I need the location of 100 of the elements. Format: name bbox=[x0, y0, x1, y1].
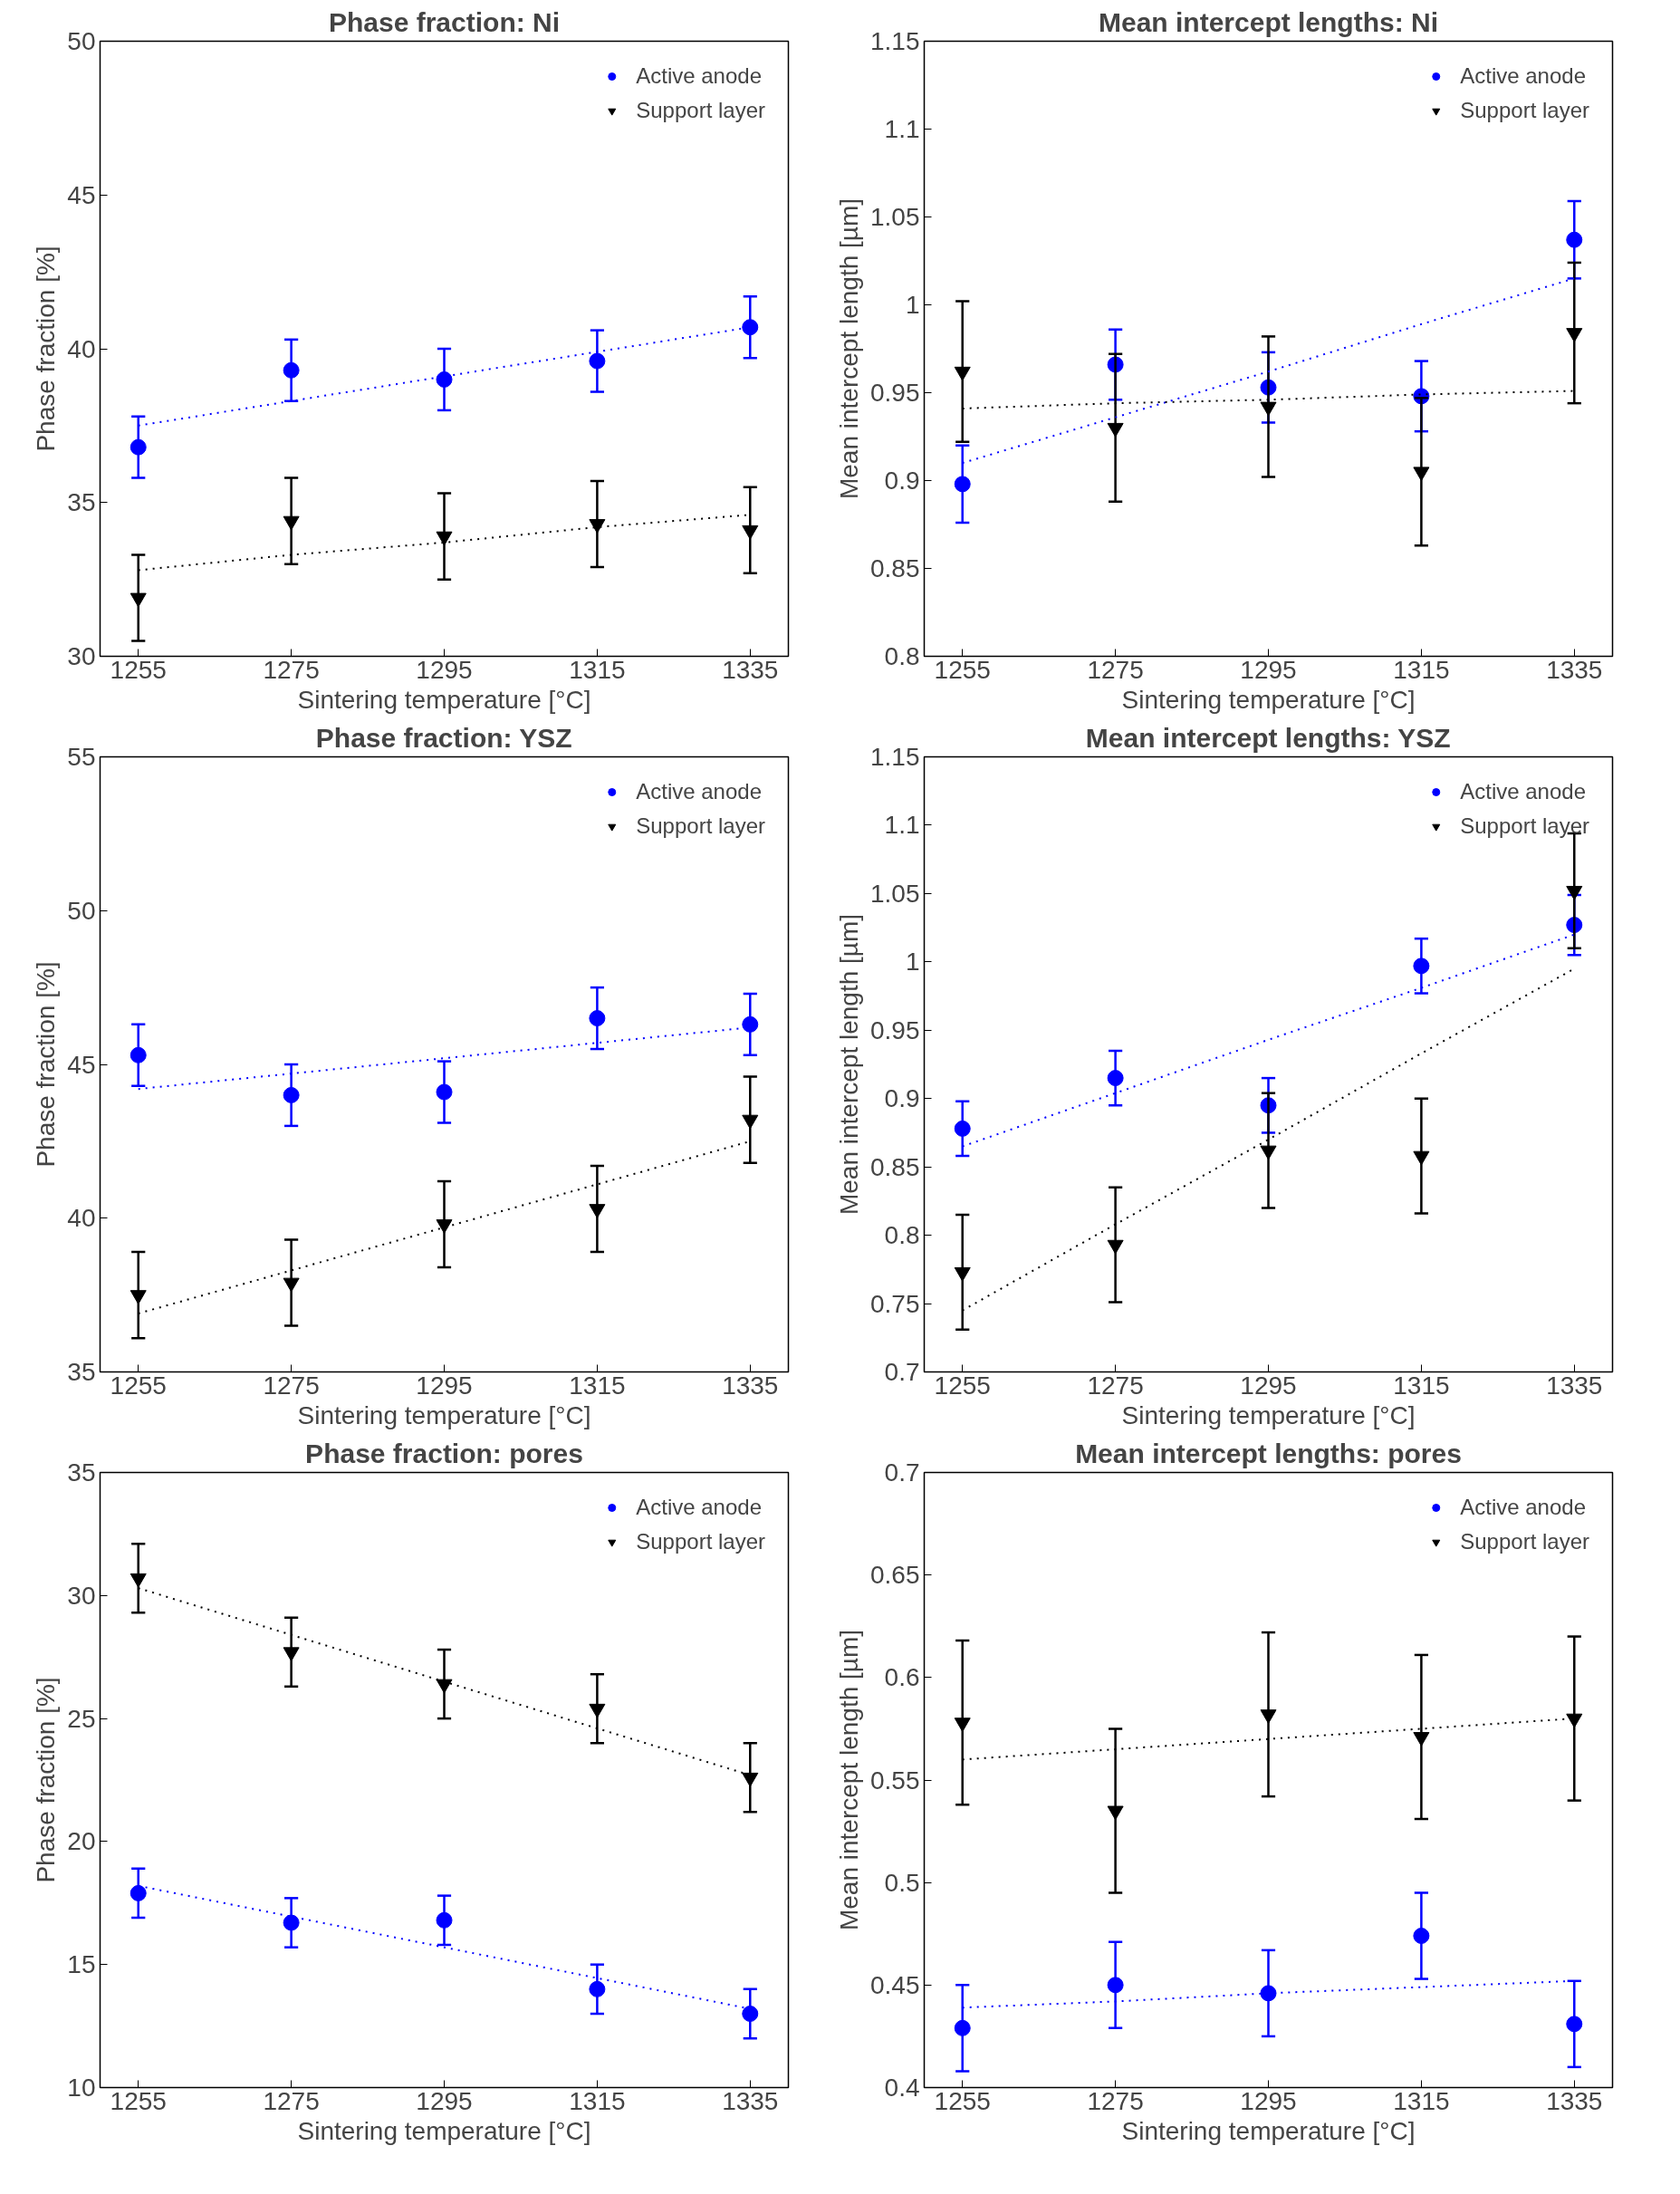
y-tick-label: 30 bbox=[67, 642, 96, 670]
y-axis-title: Phase fraction [%] bbox=[32, 961, 61, 1168]
chart-title: Mean intercept lengths: Ni bbox=[1098, 6, 1439, 37]
y-axis-title: Phase fraction [%] bbox=[32, 245, 61, 452]
y-tick-label: 1 bbox=[905, 291, 920, 319]
x-tick-label: 1335 bbox=[722, 1371, 779, 1400]
y-tick-label: 40 bbox=[67, 334, 96, 363]
y-axis-title: Phase fraction [%] bbox=[32, 1677, 61, 1883]
chart-title: Mean intercept lengths: YSZ bbox=[1085, 722, 1451, 753]
y-tick-label: 15 bbox=[67, 1950, 96, 1979]
x-axis-title: Sintering temperature [°C] bbox=[297, 2116, 591, 2145]
x-tick-label: 1335 bbox=[1546, 655, 1603, 684]
x-tick-label: 1335 bbox=[1546, 2086, 1603, 2115]
y-tick-label: 10 bbox=[67, 2074, 96, 2102]
x-tick-label: 1295 bbox=[1240, 655, 1297, 684]
x-tick-label: 1255 bbox=[110, 1371, 167, 1400]
y-tick-label: 50 bbox=[67, 27, 96, 55]
y-tick-label: 35 bbox=[67, 1458, 96, 1487]
x-tick-label: 1315 bbox=[569, 2086, 626, 2115]
x-axis-title: Sintering temperature [°C] bbox=[1121, 1400, 1416, 1429]
x-tick-label: 1295 bbox=[1240, 2086, 1297, 2115]
legend-label: Active anode bbox=[636, 1495, 763, 1520]
legend-label: Support layer bbox=[1460, 98, 1589, 123]
y-tick-label: 1.1 bbox=[884, 115, 920, 143]
x-axis-title: Sintering temperature [°C] bbox=[297, 685, 591, 714]
y-tick-label: 0.75 bbox=[870, 1289, 920, 1318]
legend-label: Support layer bbox=[636, 98, 765, 123]
y-tick-label: 0.8 bbox=[884, 1221, 920, 1250]
x-tick-label: 1275 bbox=[263, 2086, 320, 2115]
y-tick-label: 0.5 bbox=[884, 1868, 920, 1897]
x-tick-label: 1295 bbox=[416, 655, 473, 684]
y-tick-label: 0.65 bbox=[870, 1561, 920, 1590]
x-tick-label: 1255 bbox=[110, 655, 167, 684]
y-axis-title: Mean intercept length [µm] bbox=[835, 1629, 863, 1931]
chart-title: Mean intercept lengths: pores bbox=[1075, 1438, 1462, 1468]
x-tick-label: 1295 bbox=[416, 2086, 473, 2115]
x-tick-label: 1315 bbox=[569, 1371, 626, 1400]
legend-label: Active anode bbox=[1460, 1495, 1587, 1520]
y-tick-label: 1.15 bbox=[870, 743, 920, 771]
y-tick-label: 1.05 bbox=[870, 203, 920, 231]
y-tick-label: 1.1 bbox=[884, 811, 920, 840]
y-tick-label: 0.9 bbox=[884, 1084, 920, 1113]
y-axis-title: Mean intercept length [µm] bbox=[835, 197, 863, 500]
chart-title: Phase fraction: Ni bbox=[328, 6, 561, 37]
y-tick-label: 45 bbox=[67, 1050, 96, 1079]
y-tick-label: 1.15 bbox=[870, 27, 920, 55]
y-tick-label: 0.45 bbox=[870, 1970, 920, 1999]
x-axis-title: Sintering temperature [°C] bbox=[1121, 2116, 1416, 2145]
y-tick-label: 35 bbox=[67, 1358, 96, 1386]
y-tick-label: 0.85 bbox=[870, 554, 920, 582]
legend-label: Support layer bbox=[1460, 813, 1589, 839]
x-tick-label: 1335 bbox=[722, 2086, 779, 2115]
chart-title: Phase fraction: pores bbox=[305, 1438, 583, 1468]
x-axis-title: Sintering temperature [°C] bbox=[1121, 685, 1416, 714]
y-tick-label: 0.6 bbox=[884, 1663, 920, 1692]
legend-label: Active anode bbox=[1460, 779, 1587, 804]
x-tick-label: 1315 bbox=[569, 655, 626, 684]
x-tick-label: 1295 bbox=[1240, 1371, 1297, 1400]
x-tick-label: 1255 bbox=[110, 2086, 167, 2115]
y-tick-label: 55 bbox=[67, 743, 96, 771]
y-tick-label: 0.7 bbox=[884, 1358, 920, 1386]
x-tick-label: 1295 bbox=[416, 1371, 473, 1400]
y-tick-label: 40 bbox=[67, 1204, 96, 1233]
y-tick-label: 50 bbox=[67, 896, 96, 925]
y-tick-label: 1 bbox=[905, 948, 920, 977]
y-tick-label: 20 bbox=[67, 1827, 96, 1856]
legend-label: Active anode bbox=[636, 779, 763, 804]
legend-label: Support layer bbox=[636, 1529, 765, 1554]
x-tick-label: 1275 bbox=[1087, 1371, 1144, 1400]
y-tick-label: 0.95 bbox=[870, 379, 920, 407]
x-tick-label: 1255 bbox=[934, 1371, 991, 1400]
y-tick-label: 1.05 bbox=[870, 879, 920, 908]
legend-label: Support layer bbox=[1460, 1529, 1589, 1554]
x-tick-label: 1275 bbox=[1087, 2086, 1144, 2115]
y-tick-label: 0.55 bbox=[870, 1766, 920, 1795]
y-tick-label: 45 bbox=[67, 180, 96, 209]
x-tick-label: 1335 bbox=[722, 655, 779, 684]
y-tick-label: 0.9 bbox=[884, 467, 920, 495]
x-tick-label: 1275 bbox=[263, 1371, 320, 1400]
x-tick-label: 1315 bbox=[1393, 2086, 1450, 2115]
y-tick-label: 0.8 bbox=[884, 642, 920, 670]
y-tick-label: 0.95 bbox=[870, 1015, 920, 1044]
x-axis-title: Sintering temperature [°C] bbox=[297, 1400, 591, 1429]
y-tick-label: 0.85 bbox=[870, 1152, 920, 1181]
y-tick-label: 35 bbox=[67, 488, 96, 517]
legend-label: Active anode bbox=[1460, 63, 1587, 89]
x-tick-label: 1255 bbox=[934, 655, 991, 684]
legend-label: Active anode bbox=[636, 63, 763, 89]
x-tick-label: 1255 bbox=[934, 2086, 991, 2115]
y-axis-title: Mean intercept length [µm] bbox=[835, 913, 863, 1216]
y-tick-label: 30 bbox=[67, 1581, 96, 1610]
x-tick-label: 1335 bbox=[1546, 1371, 1603, 1400]
x-tick-label: 1275 bbox=[1087, 655, 1144, 684]
chart-title: Phase fraction: YSZ bbox=[315, 722, 572, 753]
y-tick-label: 0.4 bbox=[884, 2074, 920, 2102]
x-tick-label: 1315 bbox=[1393, 1371, 1450, 1400]
y-tick-label: 0.7 bbox=[884, 1458, 920, 1487]
x-tick-label: 1275 bbox=[263, 655, 320, 684]
x-tick-label: 1315 bbox=[1393, 655, 1450, 684]
y-tick-label: 25 bbox=[67, 1704, 96, 1733]
